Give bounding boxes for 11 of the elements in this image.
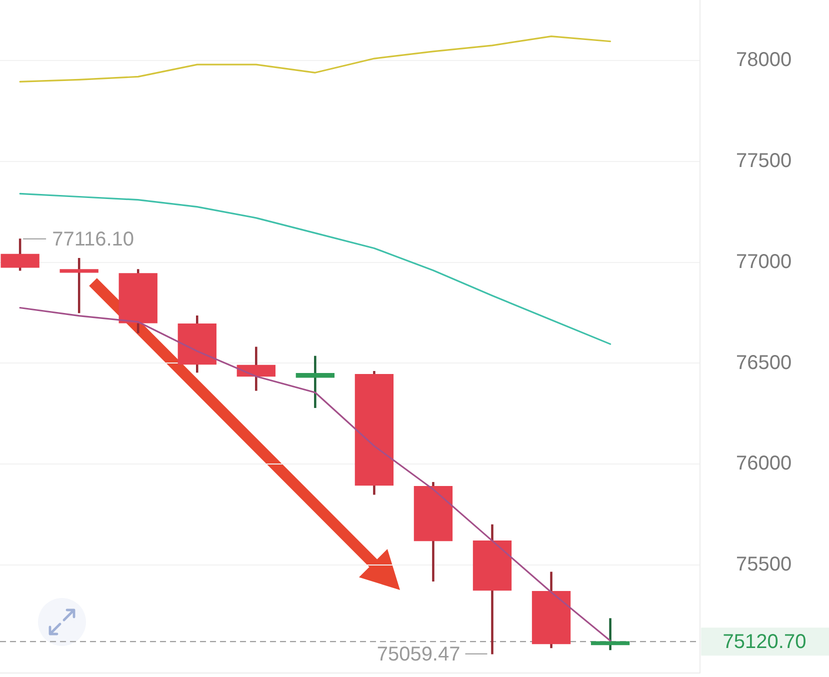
annotation: 75059.47 [376,643,460,666]
y-tick-label: 78000 [736,49,792,72]
annotation: 77116.10 [52,228,134,250]
y-tick-label: 76000 [736,452,792,475]
y-tick-label: 75500 [736,554,792,576]
candlestick [590,618,630,650]
candlestick [296,356,335,408]
y-tick-label: 76500 [736,352,792,374]
y-tick-label: 77000 [736,250,792,273]
ref-line-label: 75120.70 [722,631,806,654]
y-tick-label: 77500 [736,150,792,172]
